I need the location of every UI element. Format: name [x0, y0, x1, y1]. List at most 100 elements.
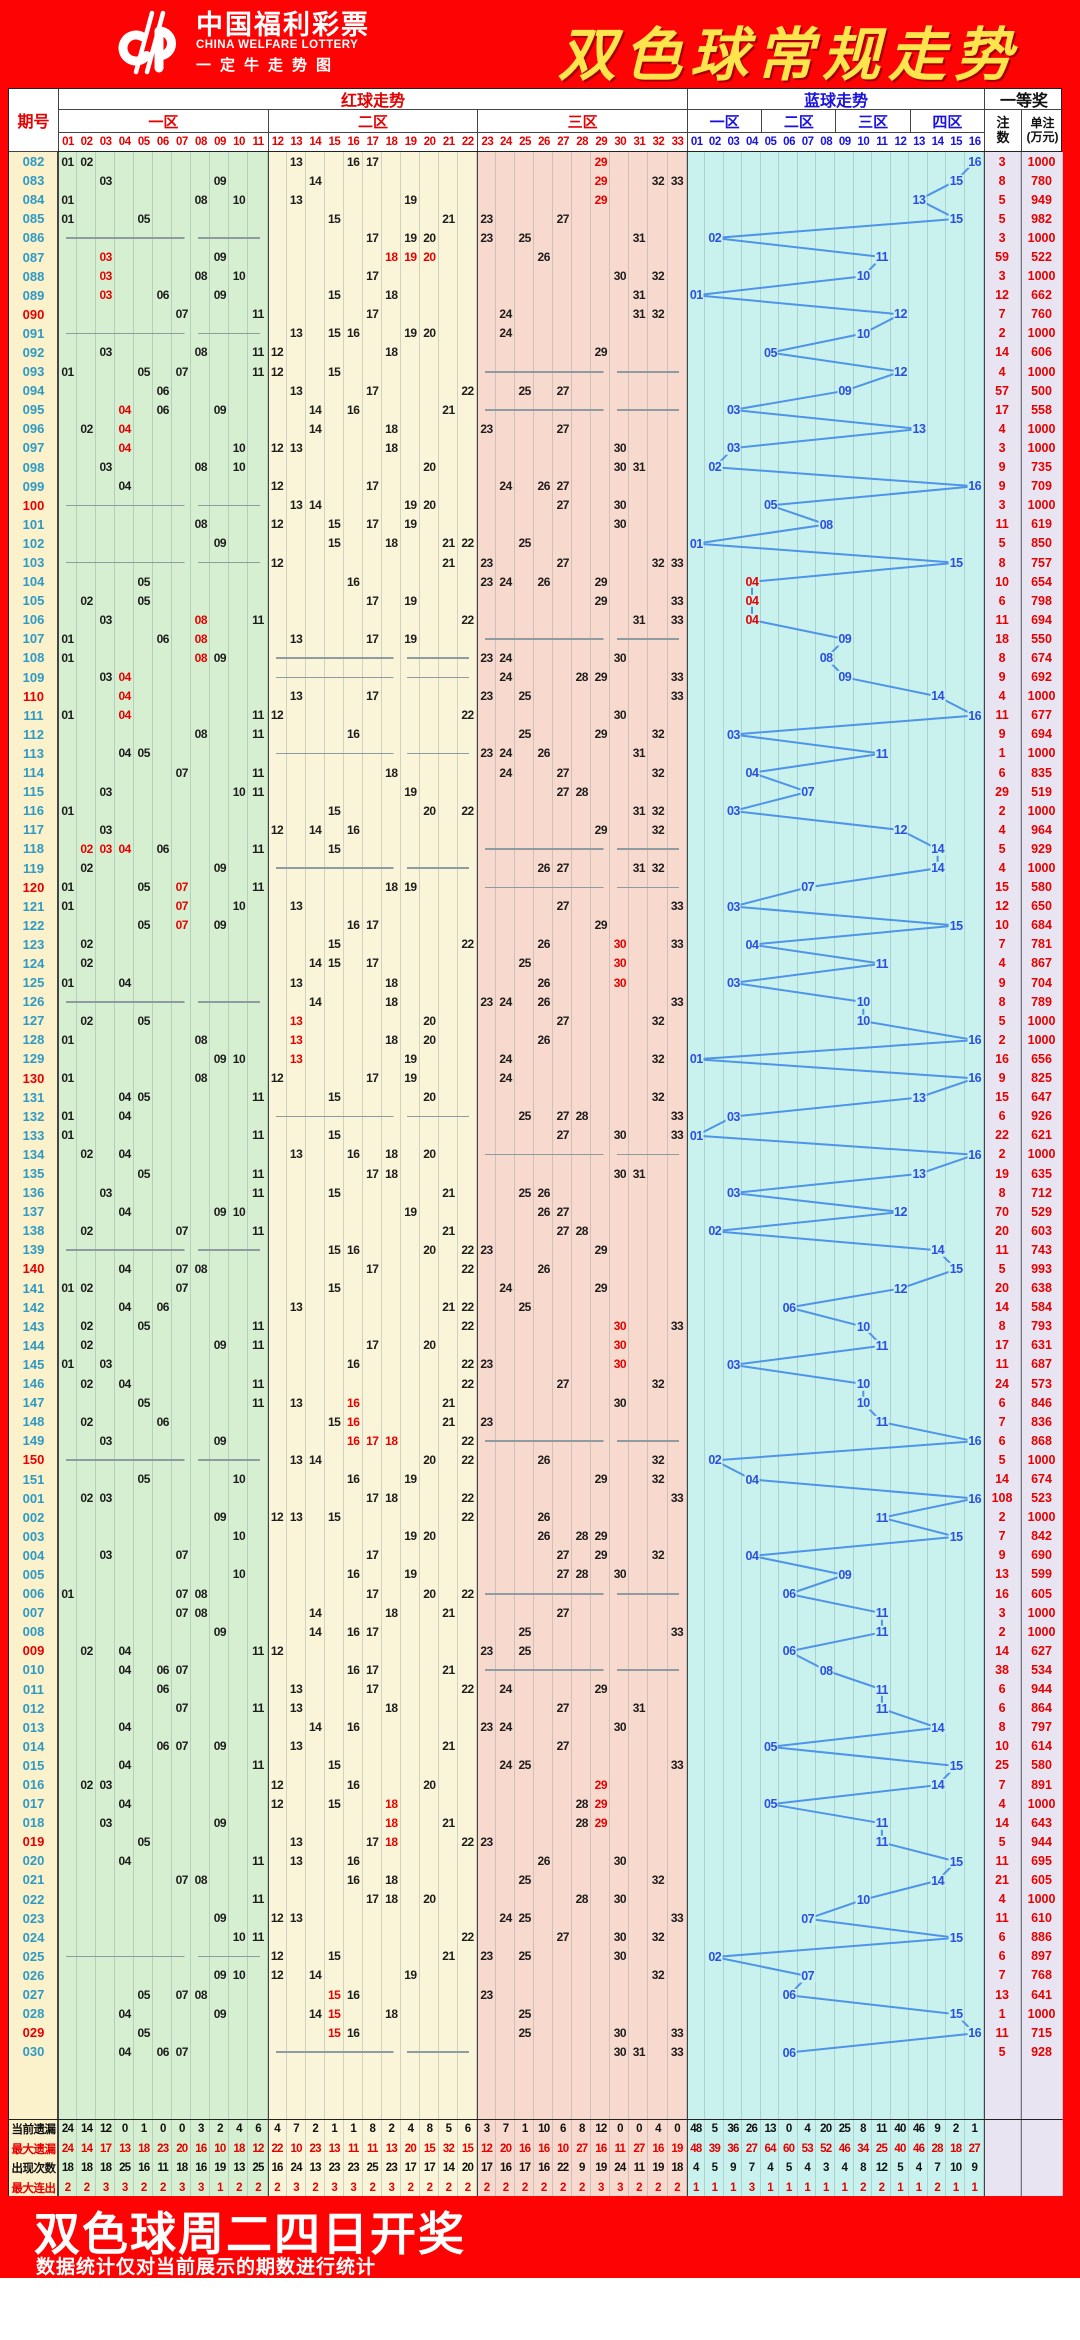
red-ball-cell: [229, 1087, 249, 1107]
red-ball-cell: [96, 1526, 116, 1546]
red-ball-cell: [667, 476, 687, 496]
red-ball-cell: [400, 1278, 420, 1298]
red-ball-cell: [438, 1832, 458, 1852]
blue-ball-cell: [705, 381, 724, 401]
red-ball-cell: [267, 763, 287, 783]
blue-ball-cell: [742, 1125, 761, 1145]
blue-ball-cell: [835, 953, 854, 974]
red-ball-cell: [457, 1412, 478, 1432]
red-ball-cell: [96, 934, 116, 954]
blue-ball-cell: [816, 1393, 836, 1413]
red-ball-cell: [134, 1545, 154, 1565]
red-ball-cell: [153, 533, 173, 553]
red-ball-cell: [438, 877, 458, 897]
red-ball-cell: [267, 572, 287, 592]
red-ball-cell: [343, 533, 363, 553]
blue-ball-cell: [835, 1068, 854, 1088]
red-ball-cell: 07: [172, 362, 192, 382]
red-ball-cell: [134, 820, 154, 840]
period-cell: 005: [9, 1564, 58, 1585]
trend-row: 142 04 06 13 21 22 25 14 584: [9, 1297, 1063, 1317]
blue-ball-cell: [797, 1412, 817, 1432]
red-ball-cell: [96, 724, 116, 744]
red-ball-cell: [381, 1316, 401, 1336]
red-ball-cell: [58, 1870, 78, 1890]
blue-ball-cell: [742, 1450, 761, 1470]
red-ball-cell: [534, 724, 554, 744]
blue-ball-cell: [760, 1374, 780, 1394]
blue-ball-cell: [909, 820, 928, 840]
red-ball-cell: [77, 1870, 97, 1890]
red-ball-cell: [248, 1030, 268, 1050]
red-ball-cell: 22: [457, 1240, 478, 1260]
red-ball-cell: 25: [515, 228, 535, 248]
prize-count-cell: 9: [983, 724, 1021, 744]
red-ball-cell: [667, 1393, 687, 1413]
red-ball-cell: [572, 1049, 592, 1069]
blue-ball-cell: [779, 1774, 798, 1795]
red-ball-cell: [191, 362, 211, 382]
blue-ball-cell: [742, 1335, 761, 1355]
red-ball-cell: 18: [381, 342, 401, 363]
prize-count-cell: 9: [983, 973, 1021, 993]
red-ball-cell: [115, 152, 135, 172]
red-ball-cell: [229, 1641, 249, 1661]
red-ball-cell: [77, 667, 97, 687]
red-ball-column-label: 23: [477, 133, 496, 151]
red-ball-cell: [343, 342, 363, 363]
blue-ball-cell: [927, 247, 947, 267]
red-ball-cell: [58, 457, 78, 477]
blue-ball-cell: [816, 973, 836, 993]
red-ball-cell: [667, 1087, 687, 1107]
red-ball-cell: [553, 1259, 573, 1279]
red-ball-cell: [286, 572, 306, 592]
blue-ball-cell: [927, 1049, 947, 1069]
blue-ball-cell: [723, 1374, 743, 1394]
blue-ball-cell: [946, 877, 965, 897]
red-ball-cell: 18: [381, 1870, 401, 1890]
red-ball-cell: [324, 1660, 344, 1680]
blue-ball-cell: [909, 1603, 928, 1623]
red-ball-cell: [248, 1564, 268, 1585]
blue-ball-cell: [964, 763, 984, 783]
red-ball-cell: [77, 457, 97, 477]
red-ball-cell: [286, 419, 306, 439]
red-ball-cell: [229, 362, 249, 382]
blue-ball-cell: [760, 953, 780, 974]
blue-ball-cell: [760, 552, 780, 573]
blue-ball-cell: [927, 1564, 947, 1585]
red-ball-cell: [496, 1374, 516, 1394]
red-ball-cell: [343, 1011, 363, 1031]
red-ball-cell: 04: [115, 419, 135, 439]
period-cell: 116: [9, 801, 58, 821]
red-ball-cell: [457, 1183, 478, 1203]
red-ball-cell: [305, 896, 325, 916]
blue-ball-cell: [927, 1316, 947, 1336]
blue-ball-cell: [797, 915, 817, 935]
logo-cn-label: 中国福利彩票: [196, 9, 370, 40]
red-ball-cell: [191, 705, 211, 725]
blue-ball-cell: [927, 323, 947, 343]
blue-ball-cell: [946, 1049, 965, 1069]
blue-ball-cell: [964, 304, 984, 324]
red-ball-cell: 04: [115, 1851, 135, 1871]
blue-ball-cell: [853, 419, 873, 439]
blue-ball-column-label: 15: [950, 136, 963, 148]
red-ball-cell: [305, 323, 325, 343]
red-ball-cell: [324, 610, 344, 630]
red-ball-cell: [496, 820, 516, 840]
red-ball-cell: [648, 1278, 668, 1298]
red-ball-cell: [667, 1870, 687, 1890]
blue-ball-cell: [816, 705, 836, 725]
period-cell: 094: [9, 381, 58, 401]
red-ball-cell: [229, 381, 249, 401]
red-ball-cell: [77, 1183, 97, 1203]
red-ball-cell: [324, 1717, 344, 1737]
red-ball-cell: [534, 1603, 554, 1623]
red-ball-cell: [77, 209, 97, 229]
red-ball-cell: [172, 1889, 192, 1909]
red-ball-cell: [172, 1679, 192, 1699]
blue-ball-cell: [816, 1755, 836, 1775]
red-ball-cell: [153, 1698, 173, 1718]
blue-ball-cell: [816, 1507, 836, 1527]
